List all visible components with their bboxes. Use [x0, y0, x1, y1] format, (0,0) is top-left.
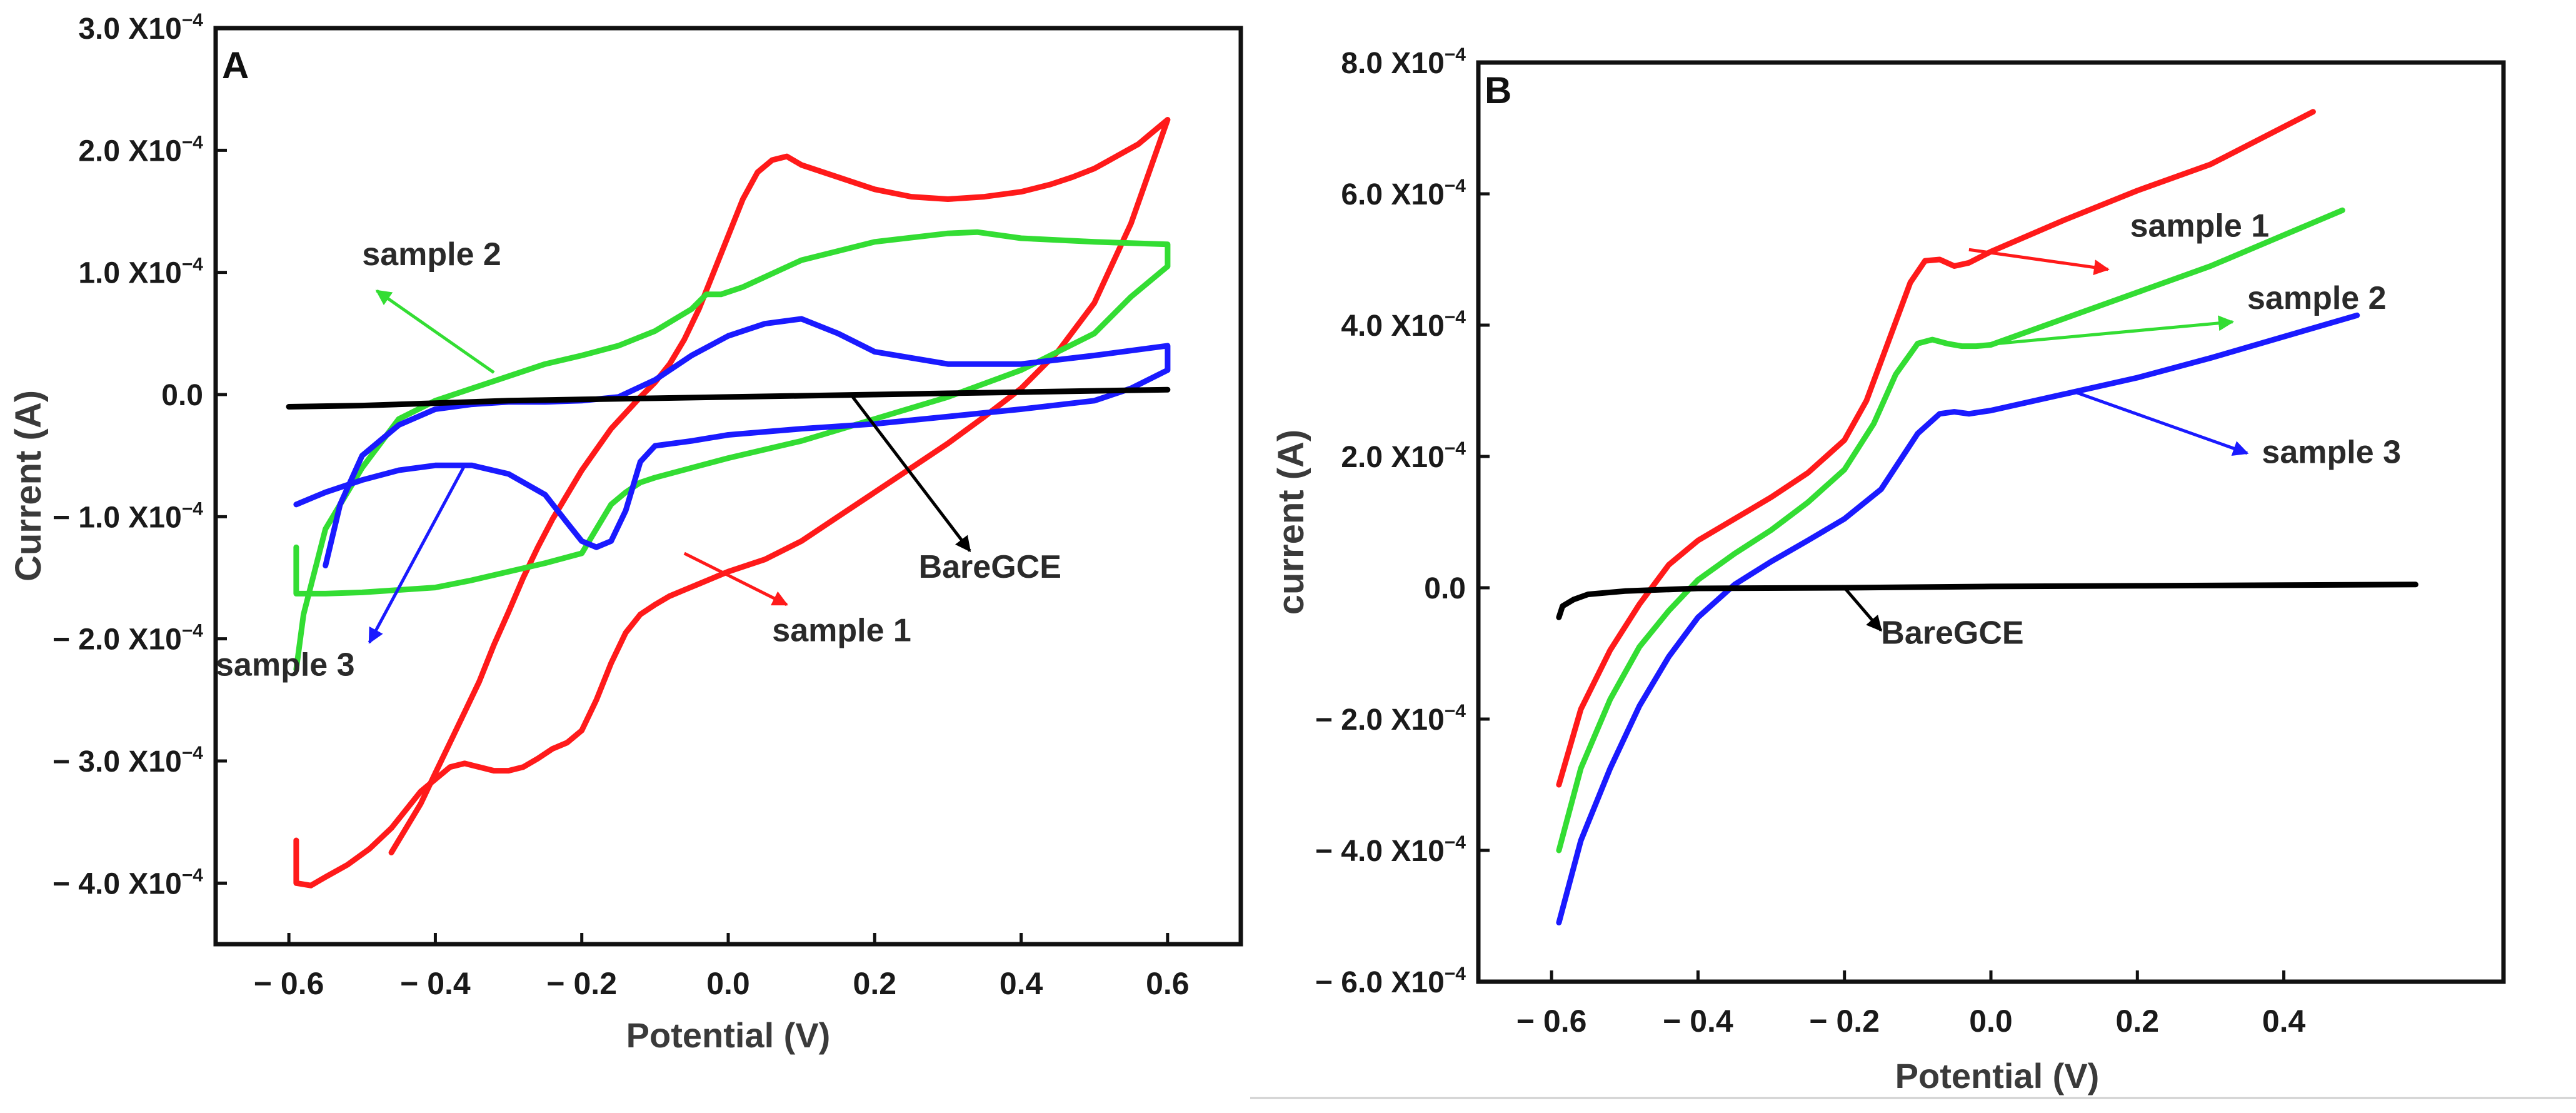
panel-a-x-tick-label: − 0.6 — [254, 966, 324, 1001]
panel-a-arrow-sample-1 — [683, 551, 788, 607]
panel-b-arrow-sample-3 — [2071, 389, 2249, 456]
panel-a-x-tick-label: 0.0 — [706, 966, 750, 1001]
panel-b-y-tick-label: − 4.0 X10−4 — [1315, 832, 1466, 868]
panel-a-x-tick-label: 0.4 — [1000, 966, 1043, 1001]
panel-a-x-ticks: − 0.6 − 0.4 − 0.2 0.0 0.2 0.4 0.6 — [254, 933, 1190, 1001]
panel-b-y-tick-label: 2.0 X10−4 — [1341, 438, 1466, 474]
panel-b-arrow-sample-2 — [1983, 315, 2235, 346]
panel-b-x-tick-label: 0.2 — [2116, 1004, 2160, 1039]
panel-a-y-tick-label: − 1.0 X10−4 — [53, 498, 203, 534]
panel-a-chart: A 3.0 X10−4 2.0 X10−4 1.0 X10−4 0.0 − 1.0 X1… — [8, 10, 1243, 1055]
panel-a-y-tick-label: − 3.0 X10−4 — [53, 743, 203, 778]
panel-b-x-tick-label: − 0.4 — [1663, 1004, 1733, 1039]
panel-a-label-sample-1: sample 1 — [772, 613, 911, 649]
panel-b-series-sample-1 — [1556, 109, 2316, 788]
panel-a-label-sample-2: sample 2 — [362, 236, 501, 273]
panel-a-series-baregce — [286, 386, 1171, 410]
panel-a-y-tick-label: 0.0 — [161, 379, 203, 412]
panel-a-arrow-baregce — [851, 396, 971, 553]
panel-b-y-tick-label: 6.0 X10−4 — [1341, 176, 1466, 211]
panel-b-x-ticks: − 0.6 − 0.4 − 0.2 0.0 0.2 0.4 — [1516, 970, 2306, 1039]
panel-b-y-tick-label: − 2.0 X10−4 — [1315, 701, 1466, 737]
panel-b-x-axis-title: Potential (V) — [1895, 1056, 2100, 1095]
panel-b-y-tick-label: 0.0 — [1424, 572, 1466, 605]
panel-b-x-tick-label: − 0.2 — [1809, 1004, 1880, 1039]
panel-b-y-tick-label: 8.0 X10−4 — [1341, 44, 1466, 80]
panel-a-arrow-sample-2 — [375, 289, 495, 374]
panel-b-label-sample-2: sample 2 — [2247, 280, 2387, 316]
panel-a-x-tick-label: 0.2 — [853, 966, 897, 1001]
panel-a-series — [286, 117, 1171, 889]
panel-a-x-tick-label: − 0.4 — [400, 966, 471, 1001]
panel-b-x-tick-label: − 0.6 — [1516, 1004, 1587, 1039]
panel-a-letter: A — [222, 44, 249, 86]
panel-b-label-sample-3: sample 3 — [2262, 435, 2401, 471]
panel-b-y-ticks: 8.0 X10−4 6.0 X10−4 4.0 X10−4 2.0 X10−4 0.0 −… — [1315, 44, 1490, 999]
panel-a-y-tick-label: 1.0 X10−4 — [78, 254, 203, 290]
panel-b-plot-frame — [1476, 60, 2506, 984]
panel-b-chart: B 8.0 X10−4 6.0 X10−4 4.0 X10−4 2.0 X10−4 0.… — [1271, 44, 2506, 1095]
panel-b-x-tick-label: 0.4 — [2262, 1004, 2306, 1039]
panel-b-series-sample-2 — [1556, 207, 2345, 854]
panel-b-series-sample-3 — [1556, 312, 2360, 925]
panel-a-y-tick-label: − 2.0 X10−4 — [53, 621, 203, 657]
panel-b-arrow-baregce — [1843, 587, 1883, 632]
panel-b-arrow-sample-1 — [1968, 248, 2110, 275]
panel-a-x-tick-label: − 0.2 — [546, 966, 617, 1001]
panel-a-series-sample-1 — [293, 117, 1171, 889]
panel-a-arrow-sample-3 — [368, 465, 466, 644]
panel-a-y-ticks: 3.0 X10−4 2.0 X10−4 1.0 X10−4 0.0 − 1.0 X10−… — [53, 10, 227, 900]
panel-b-x-tick-label: 0.0 — [1969, 1004, 2013, 1039]
panel-b-letter: B — [1485, 69, 1511, 111]
panel-b-series — [1556, 109, 2418, 925]
panel-a-y-tick-label: 2.0 X10−4 — [78, 132, 203, 168]
panel-a-label-baregce: BareGCE — [919, 549, 1061, 585]
panel-a-y-axis-title: Current (A) — [8, 390, 49, 582]
panel-b-label-sample-1: sample 1 — [2130, 208, 2270, 244]
panel-b-y-tick-label: 4.0 X10−4 — [1341, 307, 1466, 343]
panel-b-annotations: sample 1 sample 2 sample 3 BareGCE — [1843, 208, 2401, 651]
panel-b-y-axis-title: current (A) — [1271, 430, 1311, 615]
panel-a-x-axis-title: Potential (V) — [626, 1015, 831, 1055]
panel-a-plot-frame — [213, 26, 1243, 947]
panel-b-y-tick-label: − 6.0 X10−4 — [1315, 964, 1466, 999]
panel-a-x-tick-label: 0.6 — [1146, 966, 1190, 1001]
panel-a-label-sample-3: sample 3 — [216, 647, 355, 683]
panel-a-y-tick-label: − 4.0 X10−4 — [53, 865, 203, 900]
panel-a-series-sample-3 — [293, 316, 1171, 568]
panel-b-label-baregce: BareGCE — [1881, 615, 2023, 651]
panel-b-series-baregce — [1556, 582, 2418, 620]
panel-a-series-sample-2 — [293, 229, 1171, 672]
panel-a-y-tick-label: 3.0 X10−4 — [78, 10, 203, 46]
